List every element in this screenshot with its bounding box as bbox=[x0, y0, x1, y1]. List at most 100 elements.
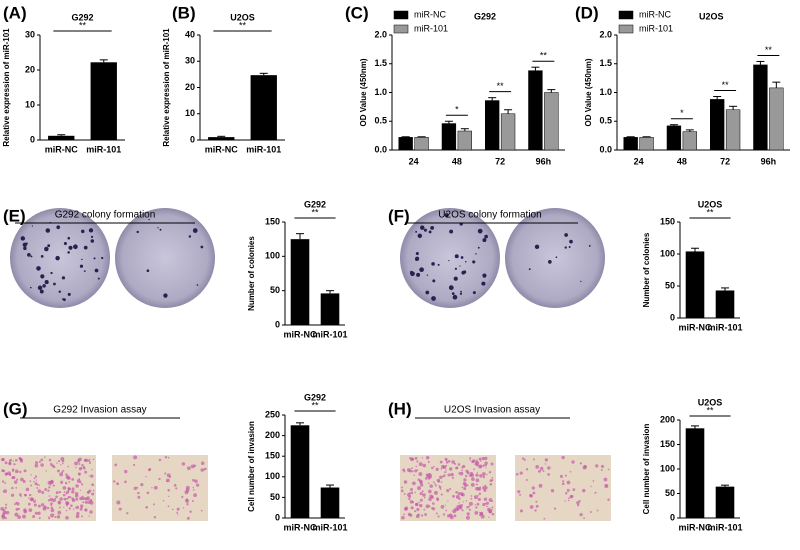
invaded-cell bbox=[112, 480, 116, 483]
invaded-cell bbox=[461, 504, 464, 506]
invaded-cell bbox=[194, 479, 198, 483]
invaded-cell bbox=[23, 469, 27, 473]
invaded-cell bbox=[10, 493, 15, 497]
invaded-cell bbox=[57, 510, 62, 515]
invaded-cell bbox=[77, 472, 81, 476]
colony bbox=[465, 260, 467, 263]
colony bbox=[88, 228, 94, 233]
invaded-cell bbox=[566, 488, 570, 492]
invaded-cell bbox=[87, 459, 90, 462]
invaded-cell bbox=[28, 493, 32, 497]
invaded-cell bbox=[22, 514, 26, 519]
invaded-cell bbox=[411, 501, 415, 504]
invaded-cell bbox=[81, 463, 84, 467]
invaded-cell bbox=[84, 500, 88, 504]
invaded-cell bbox=[583, 517, 585, 519]
invaded-cell bbox=[50, 513, 55, 518]
x-tick-label: miR-101 bbox=[707, 522, 742, 532]
colony bbox=[30, 255, 33, 258]
invaded-cell bbox=[63, 491, 66, 494]
x-tick-label: 24 bbox=[409, 156, 419, 166]
colony bbox=[42, 284, 46, 288]
invaded-cell bbox=[133, 486, 137, 490]
invaded-cell bbox=[71, 478, 75, 481]
invaded-cell bbox=[34, 475, 38, 478]
invaded-cell bbox=[477, 495, 480, 497]
invaded-cell bbox=[14, 512, 19, 517]
invaded-cell bbox=[68, 481, 71, 483]
legend-label: miR-101 bbox=[414, 23, 448, 33]
bar bbox=[715, 486, 735, 518]
y-axis-label: OD Value (450nm) bbox=[359, 58, 368, 126]
invaded-cell bbox=[46, 506, 50, 510]
invaded-cell bbox=[481, 457, 485, 461]
colony bbox=[81, 229, 85, 234]
invaded-cell bbox=[140, 483, 144, 487]
colony bbox=[31, 225, 34, 227]
invaded-cell bbox=[491, 500, 494, 503]
x-tick-label: 72 bbox=[720, 156, 730, 166]
invaded-cell bbox=[49, 484, 52, 487]
invaded-cell bbox=[440, 481, 443, 483]
invaded-cell bbox=[403, 470, 406, 473]
invaded-cell bbox=[459, 471, 464, 476]
invaded-cell bbox=[469, 457, 472, 460]
y-tick-label: 200 bbox=[265, 430, 280, 440]
invaded-cell bbox=[59, 497, 63, 501]
invaded-cell bbox=[519, 493, 522, 496]
invaded-cell bbox=[413, 474, 415, 477]
invaded-cell bbox=[479, 486, 481, 488]
colony bbox=[484, 234, 488, 239]
invaded-cell bbox=[91, 492, 95, 496]
invaded-cell bbox=[18, 493, 22, 497]
y-tick-label: 150 bbox=[660, 216, 675, 226]
significance-label: * bbox=[680, 108, 684, 118]
significance-label: ** bbox=[765, 45, 773, 55]
invaded-cell bbox=[461, 509, 464, 512]
invaded-cell bbox=[458, 502, 460, 504]
colony bbox=[25, 242, 28, 245]
invaded-cell bbox=[36, 487, 39, 489]
colony bbox=[188, 235, 192, 238]
invaded-cell bbox=[81, 483, 84, 486]
invaded-cell bbox=[92, 489, 95, 492]
colony bbox=[477, 246, 480, 249]
invaded-cell bbox=[40, 463, 44, 467]
invaded-cell bbox=[409, 513, 413, 517]
y-axis-label: OD Value (450nm) bbox=[584, 58, 593, 126]
x-tick-label: miR-NC bbox=[205, 144, 238, 154]
invaded-cell bbox=[562, 480, 565, 483]
invaded-cell bbox=[89, 510, 93, 514]
invaded-cell bbox=[29, 497, 34, 502]
legend-label: miR-NC bbox=[414, 9, 446, 19]
invaded-cell bbox=[465, 500, 468, 502]
invaded-cell bbox=[607, 498, 610, 501]
invaded-cell bbox=[11, 486, 14, 490]
invaded-cell bbox=[550, 489, 555, 493]
invaded-cell bbox=[42, 506, 47, 511]
colony bbox=[27, 253, 31, 257]
colony bbox=[39, 289, 44, 294]
bar bbox=[208, 137, 235, 140]
invaded-cell bbox=[419, 503, 423, 508]
y-tick-label: 0 bbox=[275, 512, 280, 522]
invaded-cell bbox=[569, 470, 572, 473]
colony bbox=[415, 230, 418, 233]
invaded-cell bbox=[50, 504, 53, 507]
invaded-cell bbox=[11, 476, 15, 480]
y-tick-label: 50 bbox=[270, 285, 280, 295]
invaded-cell bbox=[539, 466, 544, 471]
invaded-cell bbox=[531, 486, 535, 490]
invaded-cell bbox=[594, 491, 597, 494]
invaded-cell bbox=[471, 477, 475, 481]
colony bbox=[36, 266, 41, 271]
invaded-cell bbox=[74, 494, 79, 498]
invaded-cell bbox=[58, 500, 60, 503]
y-tick-label: 150 bbox=[265, 451, 280, 461]
colony bbox=[432, 279, 436, 283]
colony bbox=[414, 257, 419, 262]
invaded-cell bbox=[90, 498, 93, 501]
bar bbox=[544, 92, 559, 151]
colony bbox=[481, 281, 486, 286]
